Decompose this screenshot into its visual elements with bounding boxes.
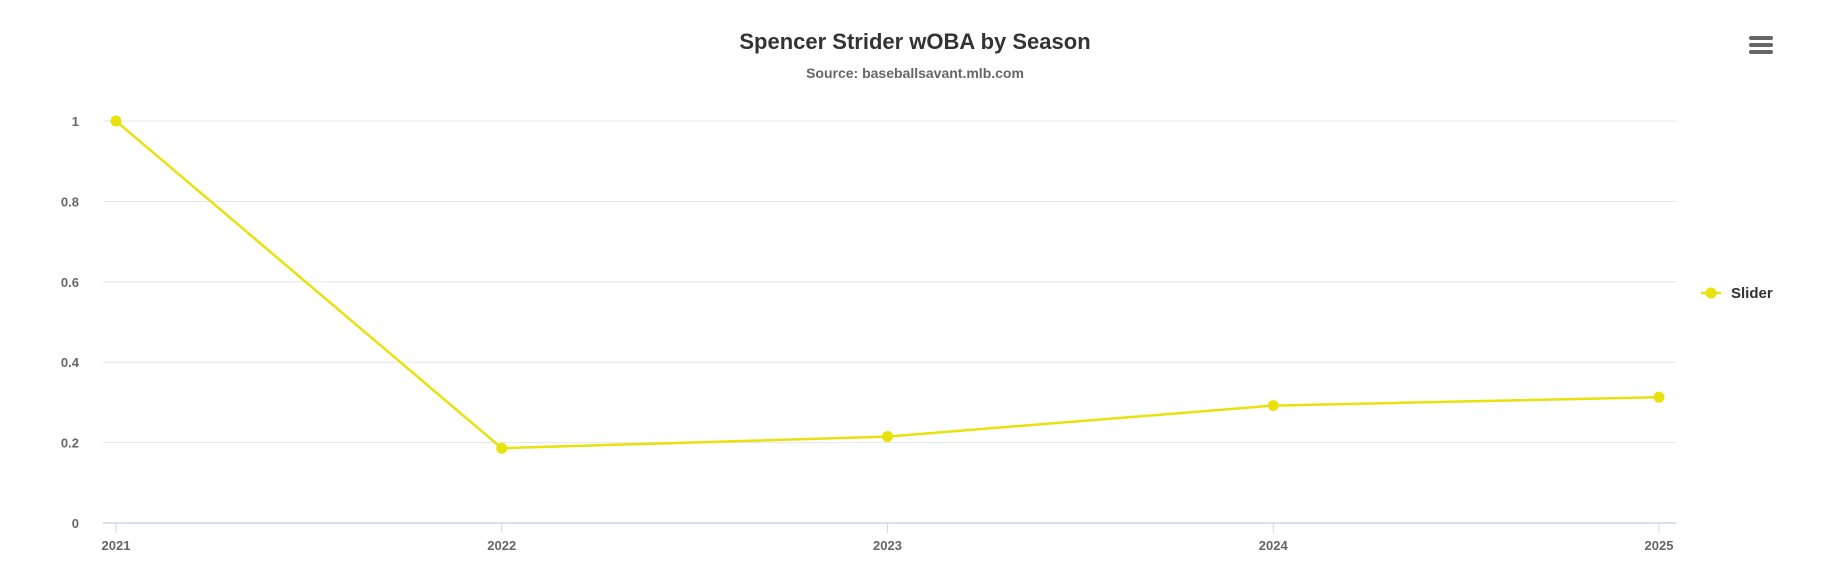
- legend-swatch-marker: [1705, 287, 1717, 299]
- y-tick-label: 1: [72, 114, 79, 129]
- y-tick-label: 0: [72, 516, 79, 531]
- x-tick-label: 2024: [1259, 538, 1289, 553]
- data-point[interactable]: [882, 431, 893, 443]
- x-tick-label: 2025: [1645, 538, 1674, 553]
- data-point[interactable]: [110, 115, 122, 127]
- x-tick-label: 2023: [873, 538, 902, 553]
- menu-bar: [1749, 50, 1773, 54]
- grid-lines: [103, 120, 1676, 444]
- chart-title: Spencer Strider wOBA by Season: [739, 29, 1090, 54]
- chart-subtitle: Source: baseballsavant.mlb.com: [806, 65, 1024, 81]
- y-tick-label: 0.4: [61, 355, 80, 370]
- chart-menu-button[interactable]: [1748, 34, 1774, 58]
- series-plot: [110, 115, 1665, 454]
- x-tick-label: 2021: [102, 538, 131, 553]
- y-tick-label: 0.8: [61, 194, 79, 209]
- legend-item-label[interactable]: Slider: [1731, 285, 1773, 302]
- y-tick-label: 0.6: [61, 275, 79, 290]
- data-point[interactable]: [496, 442, 508, 454]
- menu-bar: [1749, 36, 1773, 40]
- y-tick-label: 0.2: [61, 436, 79, 451]
- series-line-slider: [114, 119, 1661, 450]
- x-tick-label: 2022: [487, 538, 516, 553]
- axes: 0 0.2 0.4 0.6 0.8 1 2021 2022 2023 2024 2025: [61, 114, 1676, 553]
- menu-bar: [1749, 43, 1773, 47]
- data-point[interactable]: [1267, 400, 1279, 412]
- legend[interactable]: Slider: [1701, 285, 1773, 302]
- data-point[interactable]: [1653, 391, 1665, 403]
